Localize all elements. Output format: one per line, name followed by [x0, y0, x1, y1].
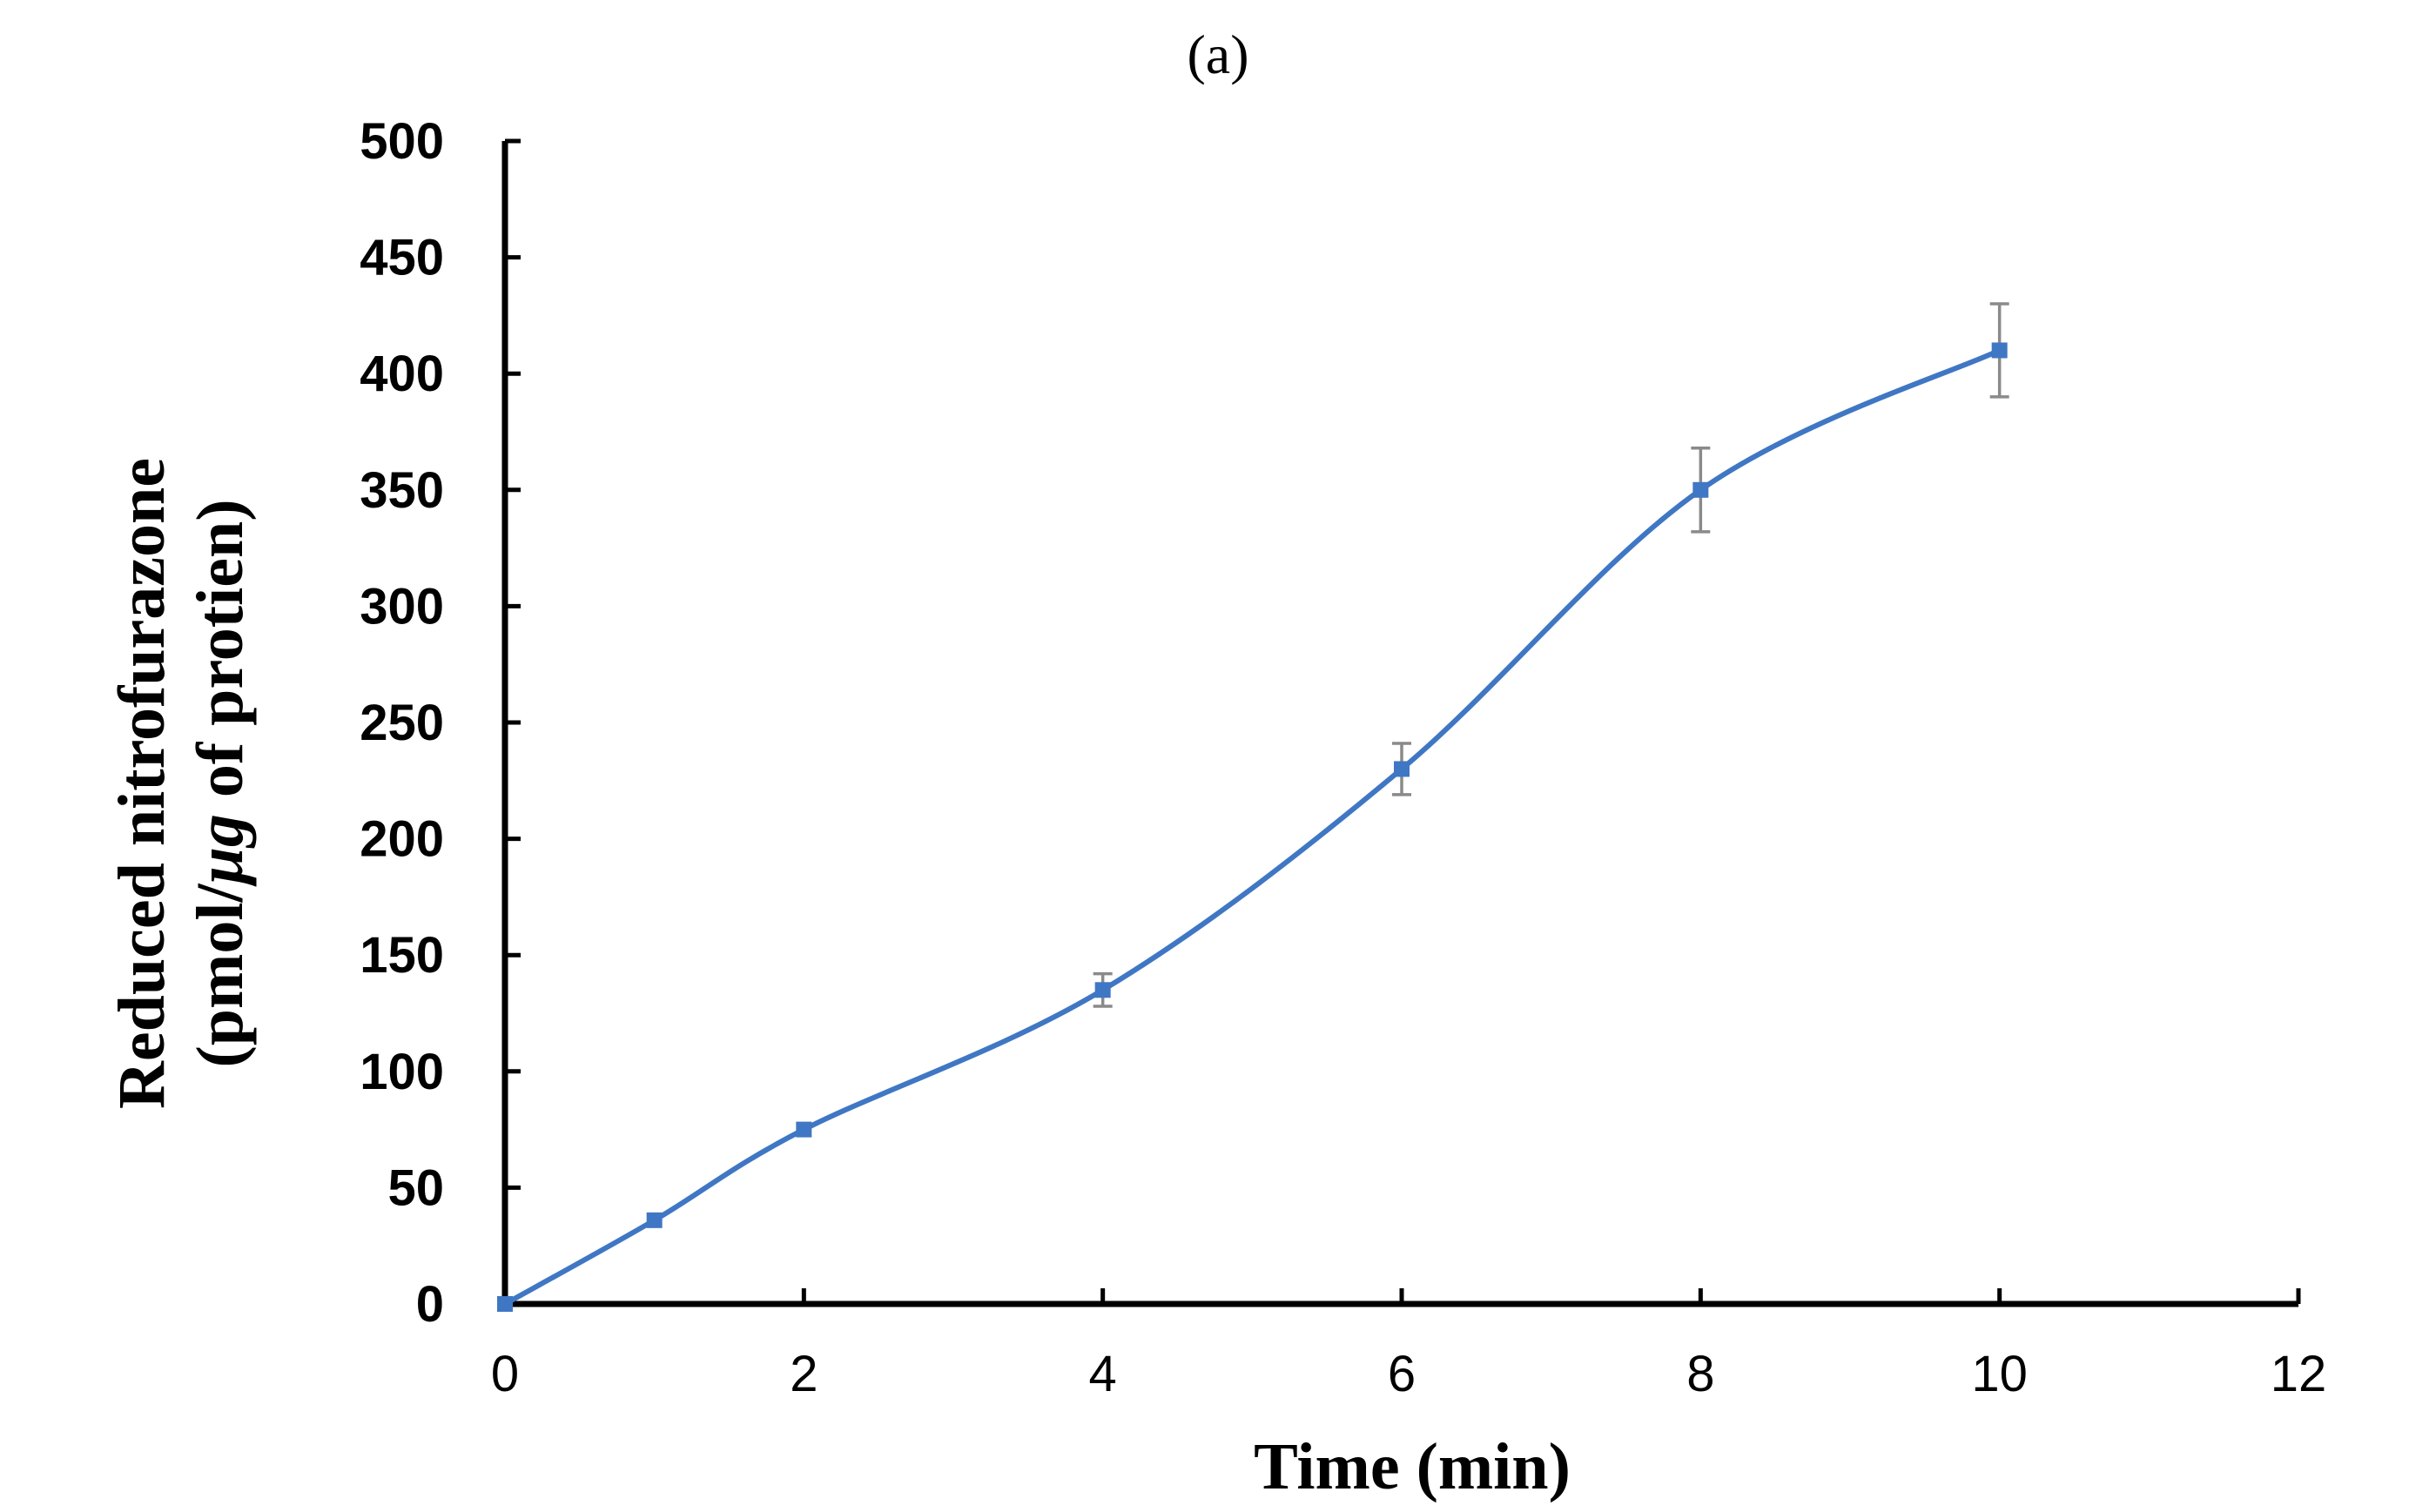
panel-label-text: (a) [1187, 24, 1248, 85]
y-tick-label: 350 [360, 462, 444, 519]
y-tick-label: 150 [360, 927, 444, 984]
y-axis-title-suffix: of protien) [184, 499, 257, 814]
y-axis-title-line2: (pmol/μg of protien) [184, 499, 257, 1067]
y-tick-label: 200 [360, 811, 444, 868]
data-point [646, 1212, 663, 1228]
y-axis-title-line1: Reduced nitrofurazone [105, 458, 178, 1109]
series-line [503, 347, 2001, 1307]
data-point [497, 1296, 513, 1312]
x-tick-label: 8 [1686, 1346, 1714, 1402]
x-tick-label: 12 [2271, 1346, 2327, 1402]
x-tick-label: 6 [1388, 1346, 1416, 1402]
y-tick-label: 250 [360, 695, 444, 751]
y-tick-label: 0 [416, 1276, 444, 1333]
y-axis-title-prefix: (pmol/ [184, 884, 257, 1068]
y-tick-label: 50 [387, 1159, 444, 1216]
y-tick-label: 500 [360, 113, 444, 170]
data-point [1094, 982, 1111, 998]
x-axis-title: Time (min) [1254, 1430, 1571, 1503]
y-axis-title-unit: μg [184, 814, 257, 887]
y-tick-label: 300 [360, 578, 444, 635]
y-axis-title: Reduced nitrofurazone (pmol/μg of protie… [105, 458, 257, 1109]
plot-area: 0 50 100 150 200 250 300 350 400 450 500 0 2 4 6 8 10 12 [360, 113, 2326, 1402]
y-tick-label: 400 [360, 346, 444, 402]
panel-label: (a) [1187, 24, 1248, 85]
data-point [796, 1121, 812, 1138]
x-tick-label: 2 [790, 1346, 818, 1402]
data-point [1991, 342, 2008, 359]
y-tick-label: 100 [360, 1044, 444, 1100]
x-tick-label: 10 [1971, 1346, 2028, 1402]
y-tick-label: 450 [360, 230, 444, 286]
data-point [1394, 761, 1410, 777]
data-point [1692, 481, 1709, 498]
x-tick-label: 0 [491, 1346, 519, 1402]
x-tick-label: 4 [1089, 1346, 1117, 1402]
